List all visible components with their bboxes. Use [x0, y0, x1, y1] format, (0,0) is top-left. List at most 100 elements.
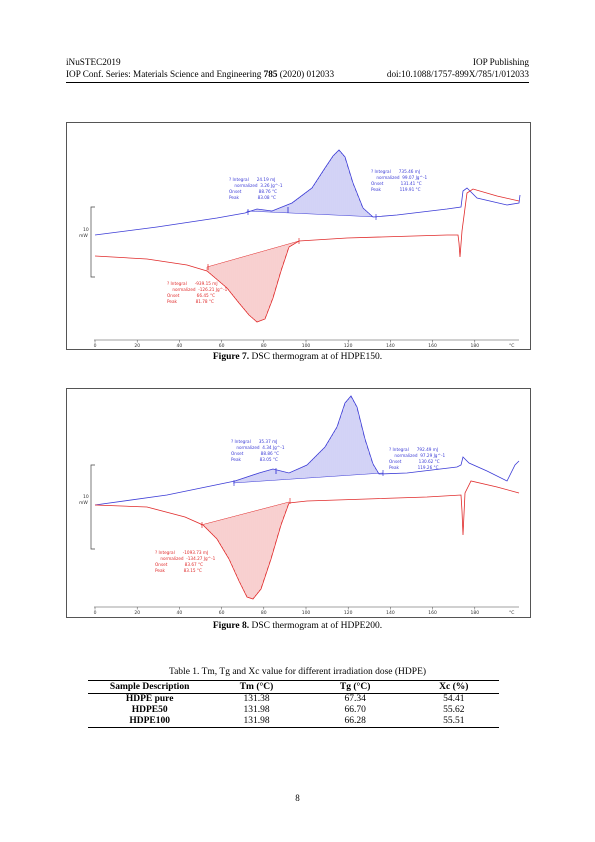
cooling-baseline [206, 240, 300, 268]
y-scale-value: 10 [83, 227, 89, 233]
x-tick-label: 40 [177, 343, 183, 349]
x-tick-label: 0 [94, 610, 97, 616]
x-tick-label: 80 [261, 610, 267, 616]
table-row: HDPE100 131.98 66.28 55.51 [88, 716, 499, 728]
annotation-bottom: ? Integral -939.15 mJ normalized -126.21… [167, 281, 228, 304]
y-scale-unit: mW [79, 233, 88, 239]
figure-7-thermogram: 10 mW 0 20 40 60 80 100 120 140 160 180 °C ? Inte… [79, 149, 521, 349]
annotation-line: ? Integral 35.37 mJ [231, 439, 277, 444]
annotation-line: normalized 97.29 Jg^-1 [389, 453, 445, 458]
x-axis-unit: °C [509, 343, 514, 349]
x-tick-label: 160 [428, 343, 437, 349]
annotation-right: ? Integral 735.46 mJ normalized 99.07 Jg… [371, 169, 427, 192]
series-volume: 785 [263, 69, 278, 79]
annotation-line: ? Integral 24.19 mJ [229, 177, 275, 182]
x-tick-label: 120 [344, 343, 353, 349]
tg-cell: 66.28 [301, 716, 409, 728]
xc-cell: 55.51 [408, 716, 499, 728]
annotation-left: ? Integral 35.37 mJ normalized 4.34 Jg^-… [231, 439, 285, 462]
annotation-left: ? Integral 24.19 mJ normalized 3.26 Jg^-… [229, 177, 283, 200]
cooling-baseline [200, 501, 290, 526]
annotation-line: Onset 88.76 °C [229, 189, 277, 194]
exotherm-hatching [206, 241, 298, 322]
series-line: IOP Conf. Series: Materials Science and … [66, 69, 334, 80]
heating-baseline [246, 210, 378, 218]
figure-8-caption: Figure 8. DSC thermogram at of HDPE200. [0, 621, 595, 631]
doi: doi:10.1088/1757-899X/785/1/012033 [386, 69, 529, 79]
figure-7-label: Figure 7. [212, 352, 250, 362]
exotherm-hatching [200, 502, 290, 599]
page-number: 8 [295, 793, 300, 803]
table-row: HDPE50 131.98 66.70 55.62 [88, 705, 499, 716]
series-suffix: (2020) 012033 [277, 69, 335, 79]
sample-cell: HDPE50 [131, 705, 168, 715]
annotation-line: ? Integral 735.46 mJ [371, 169, 420, 174]
annotation-line: Onset 66.45 °C [167, 293, 215, 298]
table-1: Sample Description Tm (°C) Tg (°C) Xc (%… [88, 680, 499, 728]
cooling-curve [94, 480, 520, 600]
series-prefix: IOP Conf. Series: Materials Science and … [66, 69, 264, 79]
publisher-name: IOP Publishing [472, 57, 529, 67]
x-tick-label: 80 [261, 343, 267, 349]
x-axis-ticks: 0 20 40 60 80 100 120 140 160 180 [94, 607, 480, 616]
x-tick-label: 0 [94, 343, 97, 349]
x-tick-label: 160 [428, 610, 437, 616]
annotation-line: Peak 83.15 °C [155, 568, 202, 573]
x-tick-label: 180 [471, 610, 480, 616]
tg-cell: 66.70 [344, 705, 366, 715]
heating-baseline [232, 472, 384, 484]
annotation-line: Peak 81.78 °C [167, 299, 214, 304]
annotation-line: ? Integral -1093.73 mJ [155, 550, 208, 555]
table-header-row: Sample Description Tm (°C) Tg (°C) Xc (%… [88, 680, 499, 694]
x-axis-ticks: 0 20 40 60 80 100 120 140 160 180 [94, 340, 480, 349]
tg-cell: 67.34 [344, 694, 366, 704]
tm-cell: 131.98 [211, 716, 302, 728]
column-header: Tg (°C) [301, 680, 409, 694]
heating-curve [94, 395, 520, 506]
x-tick-label: 180 [471, 343, 480, 349]
annotation-line: Onset 131.41 °C [371, 181, 422, 186]
scale-bracket [90, 206, 95, 278]
annotation-line: Peak 83.05 °C [231, 457, 278, 462]
xc-cell: 54.41 [443, 694, 465, 704]
x-tick-label: 140 [386, 610, 395, 616]
cooling-curve [94, 188, 520, 323]
xc-cell: 55.62 [443, 705, 465, 715]
x-tick-label: 60 [219, 610, 225, 616]
annotation-line: Onset 83.67 °C [155, 562, 203, 567]
x-tick-label: 100 [302, 610, 311, 616]
y-scale-value: 10 [83, 494, 89, 500]
table-1-title: Table 1. Tm, Tg and Xc value for differe… [168, 667, 427, 677]
annotation-line: Peak 83.08 °C [229, 195, 276, 200]
annotation-line: normalized 3.26 Jg^-1 [229, 183, 283, 188]
x-tick-label: 20 [134, 610, 140, 616]
x-tick-label: 100 [302, 343, 311, 349]
x-axis-unit: °C [509, 610, 514, 616]
figure-7-caption-text: DSC thermogram at of HDPE150. [249, 352, 383, 362]
annotation-line: Peak 119.91 °C [371, 187, 421, 192]
annotation-line: Onset 130.62 °C [389, 459, 440, 464]
annotation-line: normalized -134.27 Jg^-1 [155, 556, 216, 561]
header-rule [66, 82, 529, 83]
annotation-line: normalized 99.07 Jg^-1 [371, 175, 427, 180]
figure-8-frame: 10 mW 0 20 40 60 80 100 120 140 160 180 °C ? Inte… [66, 388, 531, 618]
tm-cell: 131.98 [243, 705, 270, 715]
x-tick-label: 120 [344, 610, 353, 616]
annotation-line: ? Integral -939.15 mJ [167, 281, 218, 286]
annotation-line: Peak 119.26 °C [389, 465, 439, 470]
annotation-right: ? Integral 792.49 mJ normalized 97.29 Jg… [389, 447, 445, 470]
annotation-line: normalized 4.34 Jg^-1 [231, 445, 285, 450]
figure-8-caption-text: DSC thermogram at of HDPE200. [249, 621, 383, 631]
column-header: Xc (%) [408, 680, 499, 694]
y-scale-unit: mW [79, 500, 88, 506]
x-tick-label: 40 [177, 610, 183, 616]
conference-name: iNuSTEC2019 [66, 57, 121, 67]
annotation-line: ? Integral 792.49 mJ [389, 447, 438, 452]
x-tick-label: 20 [134, 343, 140, 349]
annotation-line: Onset 88.86 °C [231, 451, 279, 456]
x-tick-label: 140 [386, 343, 395, 349]
figure-7-caption: Figure 7. DSC thermogram at of HDPE150. [0, 352, 595, 362]
figure-8-label: Figure 8. [212, 621, 250, 631]
table-row: HDPE pure 131.38 67.34 54.41 [88, 694, 499, 706]
tm-cell: 131.38 [243, 694, 270, 704]
